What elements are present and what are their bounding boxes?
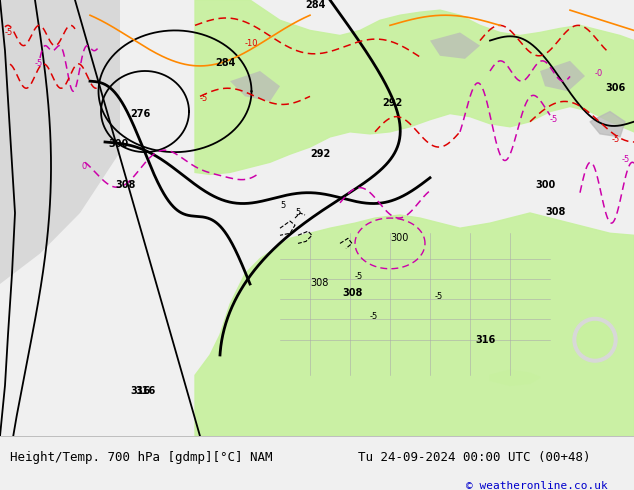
Text: 308: 308 — [310, 278, 328, 288]
Text: 292: 292 — [310, 149, 330, 159]
Polygon shape — [195, 213, 634, 436]
Polygon shape — [540, 61, 585, 91]
Polygon shape — [590, 112, 625, 137]
Text: -5: -5 — [370, 313, 378, 321]
Text: -10: -10 — [245, 39, 259, 48]
Text: -5: -5 — [35, 59, 43, 68]
Text: Tu 24-09-2024 00:00 UTC (00+48): Tu 24-09-2024 00:00 UTC (00+48) — [358, 451, 591, 464]
Text: 5: 5 — [295, 208, 301, 217]
Text: 316: 316 — [130, 386, 150, 395]
Text: Height/Temp. 700 hPa [gdmp][°C] NAM: Height/Temp. 700 hPa [gdmp][°C] NAM — [10, 451, 272, 464]
Text: 300: 300 — [108, 139, 128, 149]
Text: © weatheronline.co.uk: © weatheronline.co.uk — [466, 481, 608, 490]
Text: -0: -0 — [595, 69, 603, 78]
Text: 316: 316 — [475, 335, 495, 345]
Text: -5: -5 — [5, 28, 13, 38]
Text: -5: -5 — [622, 155, 630, 164]
Polygon shape — [0, 0, 120, 284]
Text: -5: -5 — [550, 115, 559, 123]
Text: 308: 308 — [115, 180, 136, 190]
Text: 308: 308 — [545, 207, 566, 217]
Circle shape — [573, 318, 617, 362]
Polygon shape — [195, 0, 634, 174]
Text: -5: -5 — [200, 95, 208, 103]
Text: 300: 300 — [535, 180, 555, 190]
Text: 276: 276 — [130, 109, 150, 119]
Polygon shape — [430, 32, 480, 59]
Polygon shape — [230, 71, 280, 101]
Text: 284: 284 — [215, 58, 235, 68]
Text: 5: 5 — [280, 201, 285, 210]
Text: -5: -5 — [355, 272, 363, 281]
Text: -5: -5 — [612, 135, 620, 144]
Text: 0: 0 — [82, 162, 87, 171]
Text: 300: 300 — [390, 233, 408, 244]
Polygon shape — [490, 370, 540, 386]
Text: -5: -5 — [435, 292, 443, 301]
Text: 308: 308 — [342, 288, 363, 298]
Circle shape — [577, 321, 613, 358]
Text: 292: 292 — [382, 98, 402, 108]
Text: 306: 306 — [605, 83, 625, 93]
Text: 316: 316 — [135, 386, 155, 395]
Text: 284: 284 — [305, 0, 325, 10]
